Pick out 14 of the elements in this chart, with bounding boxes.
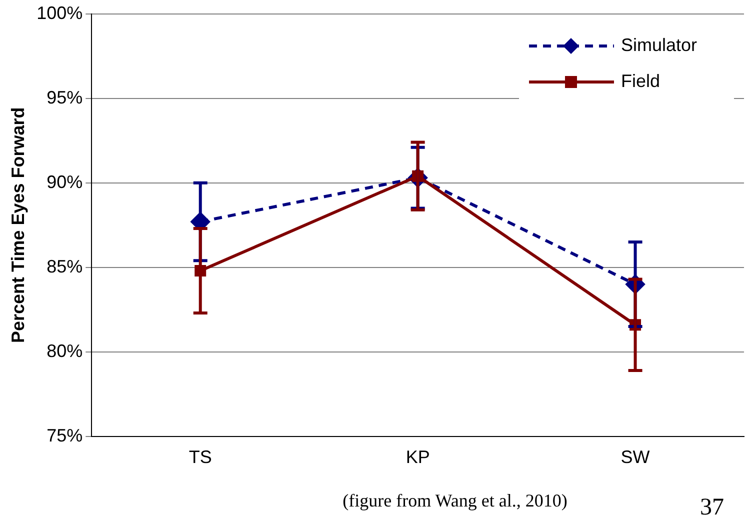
y-tick-label: 75%: [46, 425, 83, 446]
text: (figure from Wang et al., 2010): [342, 490, 568, 511]
x-tick-label: KP: [406, 447, 430, 468]
x-tick-label: SW: [620, 447, 650, 468]
y-tick-label: 85%: [46, 256, 83, 276]
text: 37: [700, 494, 724, 520]
x-tick-label: TS: [188, 447, 212, 468]
y-tick-label: 100%: [36, 2, 83, 23]
legend-label: Simulator: [621, 35, 698, 56]
y-tick-label: 90%: [46, 172, 83, 192]
y-axis-title: Percent Time Eyes Forward: [8, 107, 28, 343]
y-tick-label: 95%: [46, 87, 83, 108]
y-tick-label: 80%: [46, 340, 83, 361]
legend-label: Field: [621, 71, 660, 92]
